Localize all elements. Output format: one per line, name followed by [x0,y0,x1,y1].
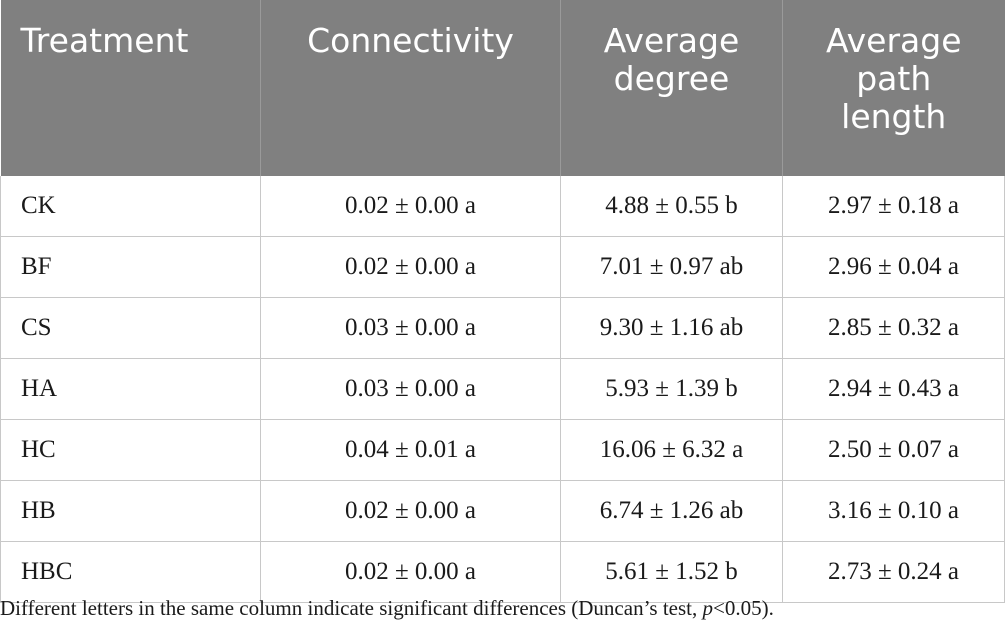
cell-connectivity: 0.02 ± 0.00 a [260,176,561,237]
table-row: CK 0.02 ± 0.00 a 4.88 ± 0.55 b 2.97 ± 0.… [0,176,1005,237]
cell-average-path-length: 2.85 ± 0.32 a [782,297,1005,359]
cell-average-path-length: 2.73 ± 0.24 a [782,541,1005,603]
cell-average-degree: 16.06 ± 6.32 a [560,419,783,481]
header-line: Average [603,21,740,60]
header-connectivity: Connectivity [260,0,561,176]
header-line: Connectivity [307,21,514,60]
cell-average-path-length: 2.96 ± 0.04 a [782,236,1005,298]
cell-average-path-length: 2.94 ± 0.43 a [782,358,1005,420]
cell-average-path-length: 2.50 ± 0.07 a [782,419,1005,481]
cell-treatment: CK [0,176,261,237]
header-line: degree [613,59,730,98]
cell-average-degree: 6.74 ± 1.26 ab [560,480,783,542]
header-line: Treatment [20,21,189,60]
cell-average-degree: 5.61 ± 1.52 b [560,541,783,603]
footnote-threshold: <0.05). [713,596,774,620]
cell-treatment: HBC [0,541,261,603]
header-line: length [841,97,947,136]
header-row: Treatment Connectivity Average degree Av… [0,0,1005,176]
table-header: Treatment Connectivity Average degree Av… [0,0,1005,176]
header-line: path [856,59,932,98]
cell-treatment: CS [0,297,261,359]
cell-average-degree: 7.01 ± 0.97 ab [560,236,783,298]
footnote-text: Different letters in the same column ind… [0,596,703,620]
header-treatment: Treatment [0,0,261,176]
table-row: HBC 0.02 ± 0.00 a 5.61 ± 1.52 b 2.73 ± 0… [0,541,1005,603]
cell-average-degree: 5.93 ± 1.39 b [560,358,783,420]
table-row: CS 0.03 ± 0.00 a 9.30 ± 1.16 ab 2.85 ± 0… [0,297,1005,359]
table-row: HA 0.03 ± 0.00 a 5.93 ± 1.39 b 2.94 ± 0.… [0,358,1005,420]
results-table: Treatment Connectivity Average degree Av… [0,0,1005,603]
cell-connectivity: 0.02 ± 0.00 a [260,541,561,603]
cell-connectivity: 0.04 ± 0.01 a [260,419,561,481]
footnote-p-symbol: p [702,596,714,620]
header-average-path-length: Average path length [782,0,1005,176]
table-row: BF 0.02 ± 0.00 a 7.01 ± 0.97 ab 2.96 ± 0… [0,236,1005,298]
cell-treatment: HB [0,480,261,542]
table-row: HB 0.02 ± 0.00 a 6.74 ± 1.26 ab 3.16 ± 0… [0,480,1005,542]
cell-average-degree: 4.88 ± 0.55 b [560,176,783,237]
cell-average-degree: 9.30 ± 1.16 ab [560,297,783,359]
cell-treatment: BF [0,236,261,298]
cell-treatment: HA [0,358,261,420]
table-footnote: Different letters in the same column ind… [0,596,774,621]
cell-connectivity: 0.03 ± 0.00 a [260,358,561,420]
cell-connectivity: 0.02 ± 0.00 a [260,236,561,298]
cell-treatment: HC [0,419,261,481]
cell-connectivity: 0.03 ± 0.00 a [260,297,561,359]
cell-average-path-length: 2.97 ± 0.18 a [782,176,1005,237]
results-table-container: Treatment Connectivity Average degree Av… [0,0,1005,603]
table-body: CK 0.02 ± 0.00 a 4.88 ± 0.55 b 2.97 ± 0.… [0,176,1005,603]
cell-connectivity: 0.02 ± 0.00 a [260,480,561,542]
header-line: Average [825,21,962,60]
table-row: HC 0.04 ± 0.01 a 16.06 ± 6.32 a 2.50 ± 0… [0,419,1005,481]
cell-average-path-length: 3.16 ± 0.10 a [782,480,1005,542]
header-average-degree: Average degree [560,0,783,176]
